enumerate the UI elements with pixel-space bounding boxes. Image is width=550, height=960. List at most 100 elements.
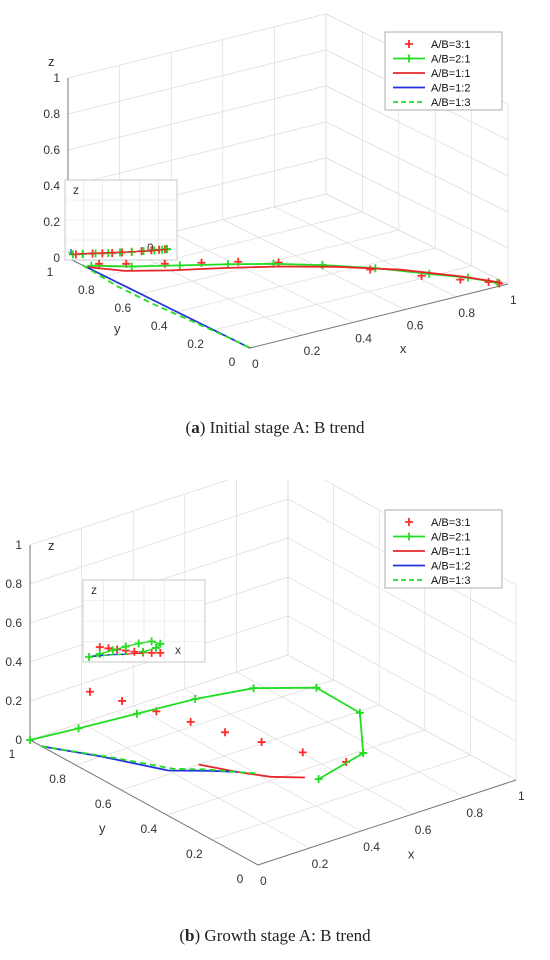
series-0-4 [82,264,251,349]
wall-grid-line [287,537,517,664]
legend-label: A/B=1:1 [431,68,470,80]
legend-label: A/B=1:1 [431,546,470,558]
chart-panel-b: 0 0.2 0.4 0.6 0.8 1 0 0.2 0.4 0.6 0.8 1 0 0.2 0.4 0.6 0.… [0,480,550,960]
legend-box [384,31,503,111]
series-1-1 [26,683,368,784]
chart-1-legend: A/B=3:1 A/B=2:1 A/B=1:1 A/B=1:2 A/B=1:3 [384,509,503,589]
series-1-3 [41,745,237,773]
series-marker [298,748,307,757]
series-marker [314,775,323,784]
series-1-2 [198,763,305,779]
legend-marker [405,54,413,63]
floor-grid-line [212,754,471,841]
series-line [41,745,237,773]
inset-series-marker [95,643,104,652]
x-axis-line [257,779,517,866]
z-axis-label: z [48,538,55,553]
floor-grid-line [236,671,465,798]
legend-label: A/B=1:2 [431,83,470,95]
inset-series-marker [147,637,156,646]
series-marker [175,261,184,270]
wall-grid-line [325,193,509,285]
wall-grid-line [287,615,517,742]
y-tick-label: 1 [47,265,54,279]
x-tick-label: 0 [260,874,267,888]
series-marker [359,749,368,758]
chart-0-inset: z0 [64,179,178,261]
series-marker [221,728,229,737]
legend-label: A/B=2:1 [431,54,470,66]
caption-a: (a) Initial stage A: B trend [185,418,365,437]
series-marker [274,258,283,267]
y-tick-label: 0.2 [187,337,204,351]
z-tick-label: 1 [53,71,60,85]
y-axis-label: y [99,821,106,836]
chart-1-inset: zx [82,579,206,663]
series-marker [86,687,94,696]
inset-series-marker [156,648,165,657]
x-tick-label: 0.4 [355,331,372,345]
inset-series-marker [95,650,104,658]
x-axis-line [249,283,509,349]
floor-grid-line [133,705,362,832]
y-tick-label: 0 [237,872,244,886]
y-tick-label: 1 [9,747,16,761]
series-marker [257,738,266,747]
series-marker [223,260,232,269]
caption-b-label: b [185,926,195,945]
y-tick-label: 0.6 [95,797,112,811]
chart-b-plot: 00.20.40.60.8100.20.40.60.8100.20.40.60.… [5,480,525,888]
floor-grid-line [213,265,472,331]
y-tick-label: 0.2 [186,847,203,861]
floor-grid-line [75,679,334,766]
inset-series-line [70,248,169,256]
series-marker [249,684,258,693]
x-tick-label: 0.4 [363,840,380,854]
series-0-2 [86,265,502,284]
inset-z-label: z [91,583,97,597]
inset-series-line [88,653,133,658]
series-1-4 [41,745,257,775]
wall-grid-line [67,121,327,187]
caption-b-text: Growth stage A: B trend [204,926,371,945]
legend-label: A/B=1:2 [431,561,470,573]
inset-series-marker [121,642,130,651]
series-marker [366,265,375,274]
z-tick-label: 1 [15,538,22,552]
x-tick-label: 1 [510,293,517,307]
x-tick-label: 0.8 [466,806,483,820]
wall-grid-line [287,576,517,703]
inset-series-marker [130,647,139,656]
inset-series-marker [156,639,165,648]
chart-1-grid [29,480,517,866]
inset-series-marker [134,639,143,648]
legend-marker [405,40,413,48]
series-line [86,265,502,284]
z-tick-label: 0.4 [43,179,60,193]
chart-panel-a: 0 0.2 0.4 0.6 0.8 1 0 0.2 0.4 0.6 0.8 1 0 0.2 0.4 0.6 0.… [43,13,517,437]
series-marker [312,683,321,692]
caption-b: (b) Growth stage A: B trend [179,926,371,945]
floor-grid-line [140,229,399,295]
floor-grid-line [171,232,354,323]
series-marker [132,709,141,718]
z-tick-label: 0.8 [5,577,22,591]
floor-grid-line [121,704,380,791]
wall-grid-line [67,13,327,79]
floor-grid-line [81,722,310,849]
wall-grid-line [67,49,327,115]
series-0-3 [85,266,251,349]
y-tick-label: 0.8 [78,283,95,297]
z-tick-label: 0.2 [43,215,60,229]
z-axis-label: z [48,54,55,69]
x-tick-label: 0.8 [458,306,475,320]
z-tick-label: 0.2 [5,694,22,708]
x-axis-label: x [400,341,407,356]
x-tick-label: 0 [252,357,259,371]
z-tick-label: 0 [15,733,22,747]
y-tick-label: 0.6 [114,301,131,315]
y-tick-label: 0.4 [151,319,168,333]
legend-marker [405,532,413,541]
legend-label: A/B=3:1 [431,39,470,51]
series-line [85,266,251,349]
